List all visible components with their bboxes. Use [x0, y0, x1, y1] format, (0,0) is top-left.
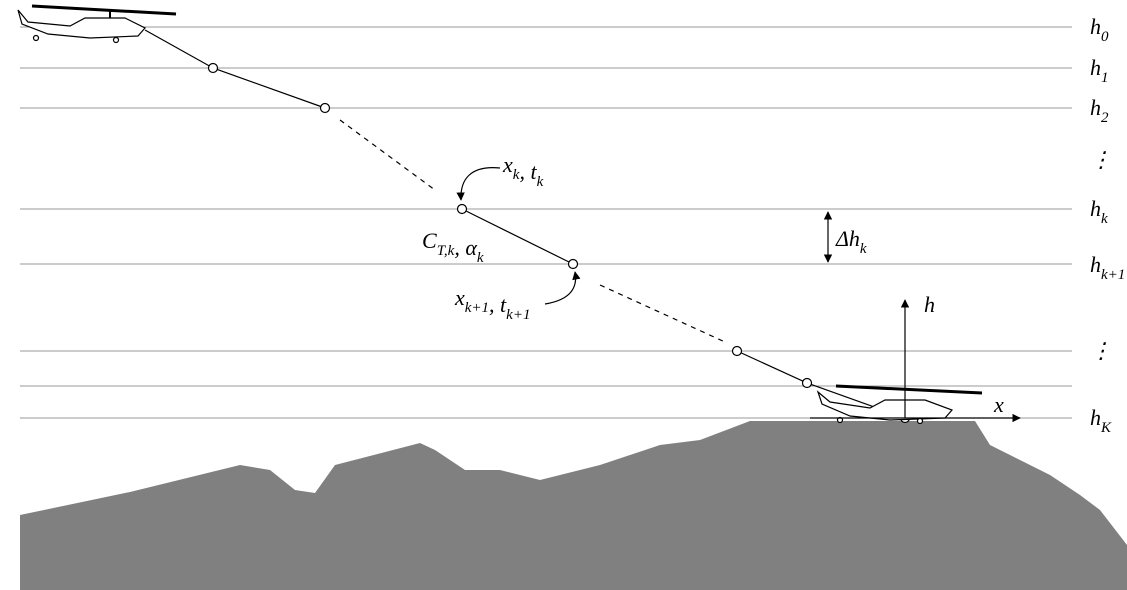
node	[209, 64, 218, 73]
axis-label: h	[924, 292, 935, 317]
level-label: hK	[1090, 405, 1112, 436]
label-text: x	[993, 392, 1004, 417]
step-annotation: Δhk	[835, 226, 867, 257]
label-text: h	[924, 292, 935, 317]
level-label: h2	[1090, 95, 1109, 126]
level-label: hk+1	[1090, 252, 1125, 283]
node	[321, 104, 330, 113]
node	[803, 379, 812, 388]
label-text: h	[1090, 95, 1101, 120]
level-label: hk	[1090, 196, 1108, 227]
label-text: Δ	[835, 226, 849, 251]
label-text: C	[422, 228, 437, 253]
label-text: ⋮	[1090, 338, 1112, 363]
label-subscript: 0	[1101, 29, 1109, 45]
label-text: ,	[519, 159, 530, 184]
label-subscript: 2	[1101, 110, 1109, 126]
label-text: ,	[489, 292, 500, 317]
node	[569, 260, 578, 269]
level-label: h1	[1090, 55, 1109, 86]
label-text: x	[502, 152, 513, 177]
pointer-arrow	[461, 168, 500, 200]
label-subscript: K	[1100, 420, 1112, 436]
label-subscript: k+1	[465, 300, 489, 316]
level-label: ⋮	[1090, 338, 1112, 363]
label-text: h	[1090, 252, 1101, 277]
label-subscript: k	[477, 250, 484, 266]
label-subscript: k	[537, 174, 544, 190]
label-text: x	[454, 285, 465, 310]
level-label: ⋮	[1090, 147, 1112, 172]
label-text: h	[849, 226, 860, 251]
label-text: h	[1090, 55, 1101, 80]
level-lines	[20, 27, 1072, 418]
pointer-arrow	[545, 272, 576, 304]
helicopter-start	[18, 6, 176, 43]
label-subscript: k+1	[506, 307, 530, 323]
trajectory-segment	[145, 30, 325, 108]
label-text: h	[1090, 405, 1101, 430]
arrows	[461, 168, 1020, 418]
node	[733, 347, 742, 356]
label-text: , α	[454, 235, 477, 260]
label-text: h	[1090, 14, 1101, 39]
trajectory-gap	[340, 120, 435, 190]
level-label: h0	[1090, 14, 1109, 45]
label-subscript: k	[860, 241, 867, 257]
label-subscript: k+1	[1101, 267, 1125, 283]
label-text: h	[1090, 196, 1101, 221]
control-annotation: CT,k, αk	[422, 228, 484, 266]
diagram: h0h1h2⋮hkhk+1⋮hKxk, tkCT,k, αkxk+1, tk+1…	[0, 0, 1127, 590]
label-subscript: 1	[1101, 70, 1109, 86]
axis-label: x	[993, 392, 1004, 417]
node-annotation: xk+1, tk+1	[454, 285, 530, 323]
label-subscript: k	[1101, 211, 1108, 227]
label-subscript: T,k	[437, 243, 455, 259]
node	[458, 205, 467, 214]
trajectory	[145, 30, 910, 423]
label-text: ⋮	[1090, 147, 1112, 172]
node-annotation: xk, tk	[502, 152, 544, 190]
terrain	[20, 421, 1127, 590]
trajectory-gap	[600, 285, 725, 342]
